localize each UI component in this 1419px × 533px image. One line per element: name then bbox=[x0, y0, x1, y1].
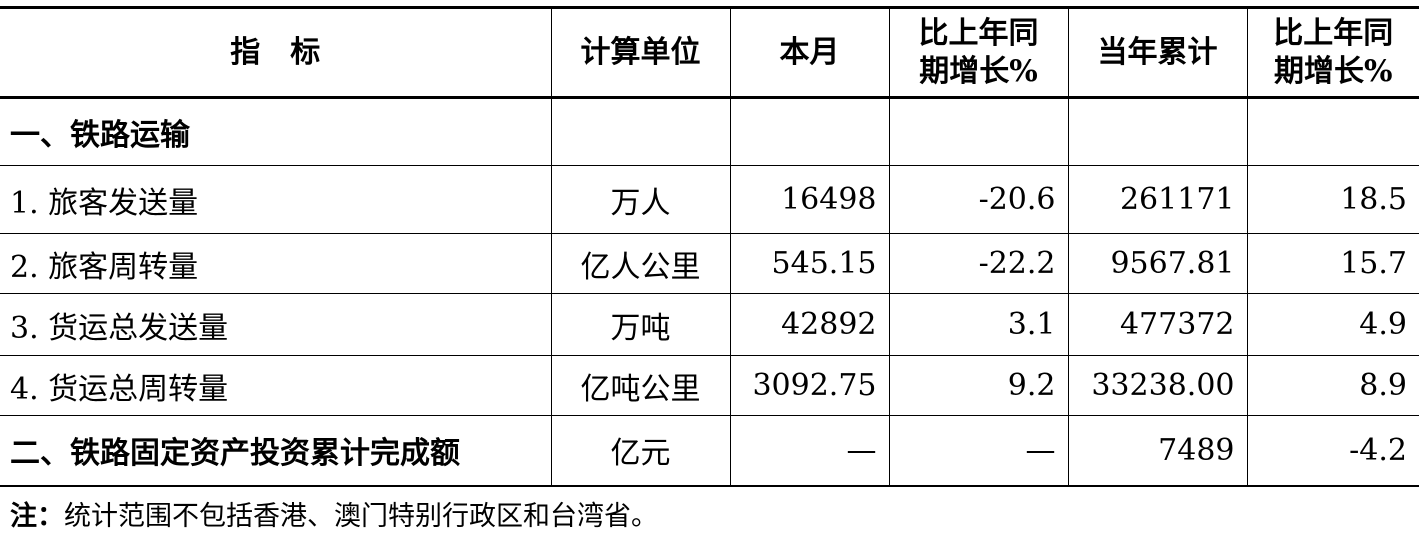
table-row: 1. 旅客发送量 万人 16498 -20.6 261171 18.5 bbox=[0, 165, 1419, 234]
ytd-yoy-value: -4.2 bbox=[1246, 415, 1419, 486]
indicator-cell: 1. 旅客发送量 bbox=[10, 185, 199, 221]
header-line: 比上年同 bbox=[918, 15, 1039, 51]
month-yoy-value: -20.6 bbox=[888, 165, 1068, 234]
footnote-prefix: 注： bbox=[10, 501, 64, 532]
month-yoy-value bbox=[888, 97, 1068, 166]
month-yoy-value: 3.1 bbox=[888, 293, 1068, 356]
header-month-yoy: 比上年同 期增长% bbox=[888, 7, 1068, 98]
table-row: 4. 货运总周转量 亿吨公里 3092.75 9.2 33238.00 8.9 bbox=[0, 355, 1419, 416]
ytd-value: 9567.81 bbox=[1067, 233, 1247, 294]
month-yoy-value: 9.2 bbox=[888, 355, 1068, 416]
month-value: 42892 bbox=[729, 293, 889, 356]
header-indicator: 指 标 bbox=[230, 34, 321, 70]
ytd-value: 261171 bbox=[1067, 165, 1247, 234]
unit-cell: 亿吨公里 bbox=[550, 355, 730, 416]
indicator-cell: 3. 货运总发送量 bbox=[10, 310, 229, 346]
table-row: 2. 旅客周转量 亿人公里 545.15 -22.2 9567.81 15.7 bbox=[0, 233, 1419, 294]
header-ytd-yoy: 比上年同 期增长% bbox=[1246, 7, 1419, 98]
month-value: 16498 bbox=[729, 165, 889, 234]
railway-statistics-table: 指 标 计算单位 本月 比上年同 期增长% 当年累计 比上年同 期增长% 一、铁路运… bbox=[0, 6, 1419, 487]
header-month: 本月 bbox=[729, 7, 889, 98]
table-row: 一、铁路运输 bbox=[0, 97, 1419, 166]
header-line: 比上年同 bbox=[1273, 15, 1394, 51]
month-yoy-value: — bbox=[888, 415, 1068, 486]
table-row: 二、铁路固定资产投资累计完成额 亿元 — —7489 -4.2 bbox=[0, 415, 1419, 486]
month-value: — bbox=[729, 415, 889, 486]
unit-cell: 万吨 bbox=[550, 293, 730, 356]
month-value: 3092.75 bbox=[729, 355, 889, 416]
table-row: 3. 货运总发送量 万吨 42892 3.1 477372 4.9 bbox=[0, 293, 1419, 356]
indicator-cell: 4. 货运总周转量 bbox=[10, 371, 229, 407]
ytd-value: 33238.00 bbox=[1067, 355, 1247, 416]
header-line: 期增长% bbox=[919, 53, 1038, 89]
footnote-text: 统计范围不包括香港、澳门特别行政区和台湾省。 bbox=[64, 501, 658, 532]
month-yoy-value: -22.2 bbox=[888, 233, 1068, 294]
unit-cell bbox=[550, 97, 730, 166]
ytd-value bbox=[1067, 97, 1247, 166]
header-line: 期增长% bbox=[1273, 53, 1393, 89]
header-unit: 计算单位 bbox=[550, 7, 730, 98]
ytd-value: 7489 bbox=[1067, 415, 1247, 486]
indicator-cell: 一、铁路运输 bbox=[10, 118, 190, 153]
month-value bbox=[729, 97, 889, 166]
ytd-yoy-value: 8.9 bbox=[1246, 355, 1419, 416]
indicator-cell: 2. 旅客周转量 bbox=[10, 249, 199, 285]
indicator-cell: 二、铁路固定资产投资累计完成额 bbox=[10, 436, 460, 472]
ytd-yoy-value: 4.9 bbox=[1246, 293, 1419, 356]
header-row: 指 标 计算单位 本月 比上年同 期增长% 当年累计 比上年同 期增长% bbox=[0, 7, 1419, 98]
ytd-value: 477372 bbox=[1067, 293, 1247, 356]
ytd-yoy-value bbox=[1246, 97, 1419, 166]
header-ytd: 当年累计 bbox=[1067, 7, 1247, 98]
ytd-yoy-value: 18.5 bbox=[1246, 165, 1419, 234]
unit-cell: 亿元 bbox=[550, 415, 730, 486]
footnote: 注：统计范围不包括香港、澳门特别行政区和台湾省。 bbox=[10, 494, 658, 533]
unit-cell: 万人 bbox=[550, 165, 730, 234]
unit-cell: 亿人公里 bbox=[550, 233, 730, 294]
month-value: 545.15 bbox=[729, 233, 889, 294]
ytd-yoy-value: 15.7 bbox=[1246, 233, 1419, 294]
